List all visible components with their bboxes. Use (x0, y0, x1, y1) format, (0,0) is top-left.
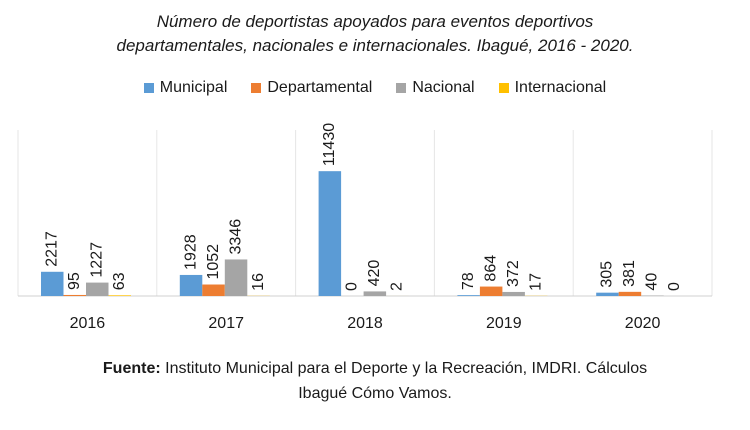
data-label-internacional-2020: 0 (666, 282, 683, 291)
data-label-nacional-2018: 420 (366, 260, 383, 287)
x-tick-label-2017: 2017 (208, 315, 244, 332)
data-label-departamental-2018: 0 (344, 282, 361, 291)
source-text-line-2: Ibagué Cómo Vamos. (298, 385, 452, 402)
bar-nacional-2018 (363, 291, 387, 296)
bar-departamental-2019 (479, 286, 503, 296)
legend-item-departamental: Departamental (251, 79, 372, 97)
bar-nacional-2019 (502, 291, 525, 296)
bar-municipal-2018 (318, 171, 342, 296)
bar-municipal-2020 (596, 292, 619, 296)
legend-label-nacional: Nacional (412, 79, 475, 96)
bar-municipal-2019 (457, 295, 480, 296)
data-label-municipal-2017: 1928 (182, 234, 199, 270)
chart-legend: Municipal Departamental Nacional Interna… (0, 79, 750, 97)
legend-swatch-internacional (498, 83, 509, 93)
legend-label-municipal: Municipal (159, 79, 228, 96)
chart-title-line-1: Número de deportistas apoyados para even… (156, 12, 594, 31)
x-tick-label-2020: 2020 (625, 315, 661, 332)
data-label-departamental-2019: 864 (482, 255, 499, 282)
chart-title: Número de deportistas apoyados para even… (0, 10, 750, 58)
x-tick-label-2018: 2018 (347, 315, 383, 332)
data-label-nacional-2019: 372 (505, 260, 522, 287)
legend-item-nacional: Nacional (396, 79, 475, 97)
bar-internacional-2016 (108, 295, 131, 296)
legend-label-internacional: Internacional (514, 79, 607, 96)
data-label-municipal-2019: 78 (460, 272, 477, 290)
data-label-municipal-2020: 305 (599, 261, 616, 288)
data-label-internacional-2019: 17 (527, 273, 544, 291)
bar-nacional-2017 (224, 259, 248, 296)
bar-municipal-2017 (179, 274, 203, 296)
bar-departamental-2016 (63, 294, 86, 296)
data-label-municipal-2018: 11430 (321, 123, 338, 166)
source-label: Fuente: (102, 360, 161, 377)
bar-nacional-2016 (86, 282, 109, 296)
bar-departamental-2020 (618, 291, 642, 296)
data-label-internacional-2018: 2 (389, 282, 406, 291)
data-label-nacional-2016: 1227 (88, 242, 105, 278)
data-label-departamental-2020: 381 (621, 260, 638, 287)
x-tick-label-2016: 2016 (70, 315, 106, 332)
data-label-internacional-2016: 63 (111, 272, 128, 290)
data-label-nacional-2020: 40 (644, 273, 661, 291)
data-label-internacional-2017: 16 (250, 273, 267, 291)
bar-departamental-2017 (202, 284, 225, 296)
legend-label-departamental: Departamental (267, 79, 373, 96)
source-note: Fuente: Instituto Municipal para el Depo… (0, 356, 750, 406)
legend-swatch-municipal (143, 83, 154, 93)
data-label-departamental-2017: 1052 (205, 244, 222, 280)
legend-swatch-departamental (251, 83, 262, 93)
data-label-municipal-2016: 2217 (43, 231, 60, 267)
data-label-nacional-2017: 3346 (227, 219, 244, 255)
data-label-departamental-2016: 95 (66, 272, 83, 290)
source-text-line-1: Instituto Municipal para el Deporte y la… (160, 360, 648, 377)
legend-swatch-nacional (396, 83, 407, 93)
legend-item-municipal: Municipal (143, 79, 228, 97)
legend-item-internacional: Internacional (498, 79, 607, 97)
chart-title-line-2: departamentales, nacionales e internacio… (116, 36, 634, 55)
x-tick-label-2019: 2019 (486, 315, 522, 332)
bar-municipal-2016 (41, 271, 64, 296)
